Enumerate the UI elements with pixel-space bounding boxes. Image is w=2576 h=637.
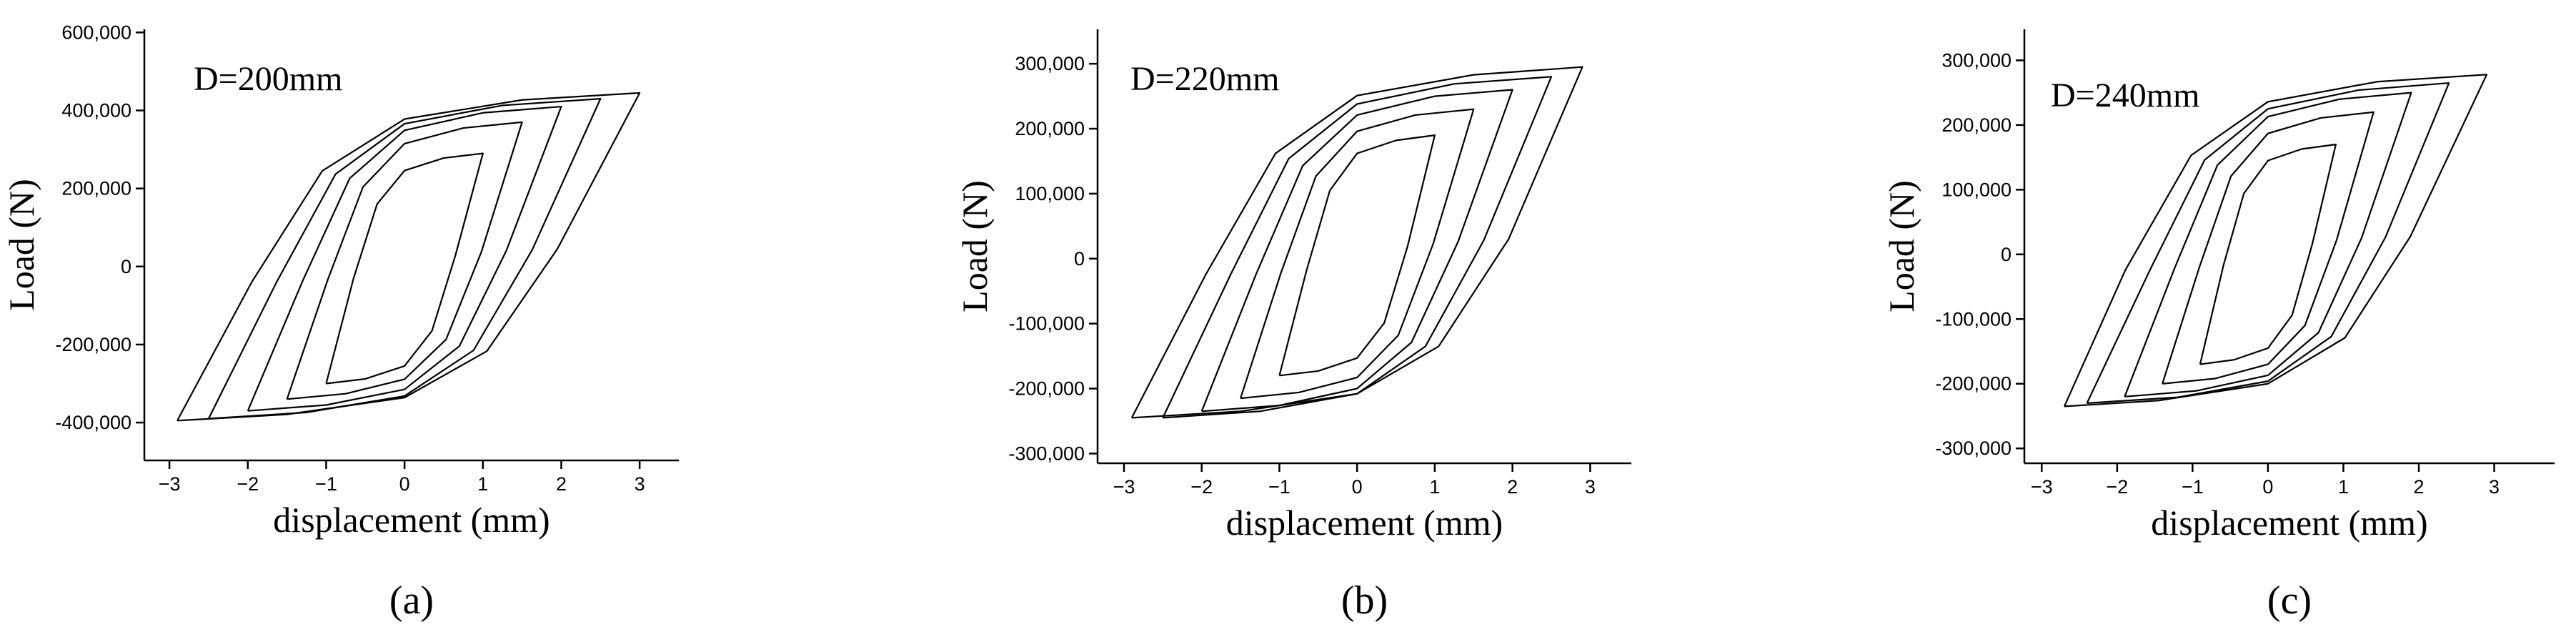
x-tick-label: 0: [399, 473, 410, 495]
hysteresis-loop: [1162, 76, 1553, 419]
hysteresis-loop: [1278, 134, 1436, 377]
caption: (c): [2267, 578, 2312, 623]
y-tick-label: 100,000: [1015, 183, 1085, 204]
hysteresis-loop: [1200, 89, 1513, 413]
x-tick-label: 3: [635, 473, 645, 495]
x-tick-label: −3: [1113, 476, 1135, 498]
hysteresis-loop: [325, 152, 484, 385]
x-tick-label: −1: [1268, 476, 1291, 498]
x-tick-label: −1: [315, 473, 337, 495]
hysteresis-loop: [2124, 92, 2412, 397]
x-tick-label: −3: [159, 473, 181, 495]
annotation: D=220mm: [1130, 60, 1279, 98]
hysteresis-loop: [247, 105, 562, 412]
y-tick-label: -400,000: [55, 412, 131, 433]
x-tick-label: −1: [2182, 476, 2204, 498]
y-tick-label: -200,000: [1935, 373, 2011, 395]
x-tick-label: −2: [237, 473, 259, 495]
x-tick-label: 1: [2338, 476, 2349, 498]
y-axis-label: Load (N): [1, 179, 41, 311]
x-tick-label: 1: [1429, 476, 1440, 498]
x-tick-label: 1: [477, 473, 488, 495]
y-tick-label: 0: [2001, 244, 2011, 265]
y-tick-label: -100,000: [1935, 308, 2011, 330]
y-tick-label: 100,000: [1941, 179, 2011, 200]
hysteresis-loop: [2063, 74, 2488, 408]
x-tick-label: 0: [2262, 476, 2273, 498]
y-tick-label: 200,000: [1941, 114, 2011, 136]
x-tick-label: 3: [2489, 476, 2500, 498]
annotation: D=200mm: [194, 60, 342, 98]
x-tick-label: 0: [1352, 476, 1363, 498]
y-tick-label: -200,000: [55, 334, 131, 355]
y-tick-label: -100,000: [1008, 313, 1085, 335]
hysteresis-loop: [1240, 108, 1475, 400]
x-tick-label: −2: [2106, 476, 2128, 498]
annotation: D=240mm: [2051, 76, 2199, 114]
y-tick-label: 200,000: [1015, 118, 1085, 139]
hysteresis-loop: [1130, 66, 1583, 419]
y-tick-label: 300,000: [1941, 49, 2011, 71]
y-tick-label: -200,000: [1008, 378, 1085, 400]
x-tick-label: 2: [1507, 476, 1518, 498]
y-axis-label: Load (N): [1881, 180, 1921, 312]
y-tick-label: 200,000: [61, 178, 131, 199]
y-tick-label: -300,000: [1008, 443, 1085, 464]
y-tick-label: 0: [121, 256, 131, 277]
y-tick-label: 0: [1074, 248, 1085, 270]
hysteresis-loop: [2199, 143, 2337, 365]
x-tick-label: 2: [2413, 476, 2424, 498]
caption: (a): [389, 578, 434, 623]
y-tick-label: 600,000: [61, 21, 131, 43]
x-axis-label: displacement (mm): [1226, 503, 1503, 543]
y-axis-label: Load (N): [955, 180, 995, 312]
x-tick-label: −3: [2031, 476, 2053, 498]
hysteresis-loop: [286, 121, 523, 400]
y-tick-label: 400,000: [61, 100, 131, 122]
y-tick-label: 300,000: [1015, 53, 1085, 74]
hysteresis-loop: [2086, 82, 2450, 404]
hysteresis-loop: [176, 92, 641, 422]
x-axis-label: displacement (mm): [273, 500, 549, 540]
x-tick-label: 3: [1585, 476, 1596, 498]
x-tick-label: 2: [556, 473, 567, 495]
y-tick-label: -300,000: [1935, 438, 2011, 459]
x-axis-label: displacement (mm): [2151, 503, 2427, 543]
x-tick-label: −2: [1190, 476, 1213, 498]
hysteresis-loop: [2162, 111, 2374, 385]
caption: (b): [1341, 578, 1388, 623]
